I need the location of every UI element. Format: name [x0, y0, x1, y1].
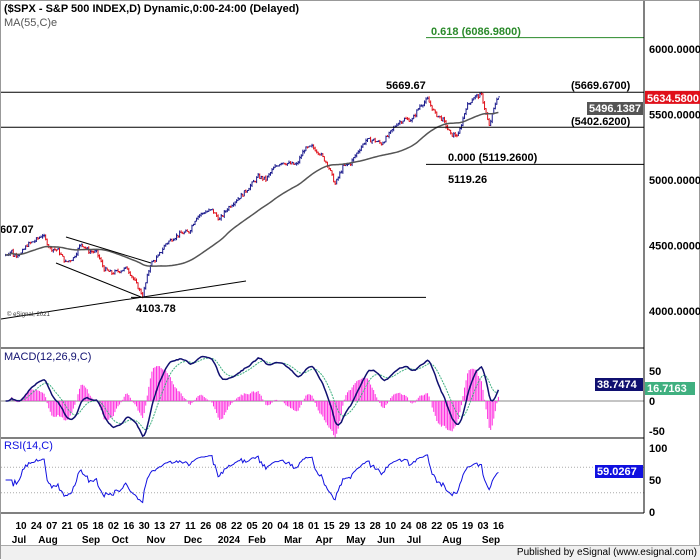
ma-legend: MA(55,C)e: [4, 17, 58, 29]
date-tick-label: 05: [246, 521, 258, 532]
date-tick-label: 28: [370, 521, 382, 532]
mid-line-label: (5402.6200): [571, 116, 631, 128]
last-price-value: 5634.5800: [647, 93, 699, 105]
rsi-axis-label: 100: [649, 443, 667, 455]
month-label: Jul: [407, 535, 422, 546]
rsi-axis-label: 50: [649, 475, 661, 487]
date-tick-label: 21: [62, 521, 74, 532]
macd-value-badge: [595, 378, 643, 391]
month-label: Sep: [82, 535, 100, 546]
macd-legend: MACD(12,26,9,C): [4, 351, 92, 363]
date-tick-label: 22: [431, 521, 443, 532]
high-label: 5669.67: [386, 80, 426, 92]
rsi-line: [5, 454, 499, 504]
macd-axis-label: 0: [649, 396, 655, 408]
price-axis-label: 4000.0000: [649, 306, 700, 318]
date-tick-label: 22: [231, 521, 243, 532]
channel-lower: [55, 262, 142, 298]
date-tick-label: 10: [385, 521, 397, 532]
trendline: [1, 280, 247, 320]
date-tick-label: 05: [447, 521, 459, 532]
signal-value-badge: [645, 382, 695, 395]
date-tick-label: 18: [293, 521, 305, 532]
date-tick-label: 03: [477, 521, 489, 532]
date-tick-label: 16: [493, 521, 505, 532]
date-tick-label: 29: [339, 521, 351, 532]
date-tick-label: 01: [308, 521, 320, 532]
rsi-value: 59.0267: [597, 466, 637, 478]
date-tick-label: 24: [31, 521, 43, 532]
date-tick-label: 15: [323, 521, 335, 532]
month-label: Feb: [248, 535, 266, 546]
date-tick-label: 10: [15, 521, 27, 532]
macd-signal-line: [5, 357, 499, 431]
date-tick-label: 13: [154, 521, 166, 532]
month-label: Aug: [442, 535, 461, 546]
date-tick-label: 11: [185, 521, 196, 532]
fib-0-label: 0.000 (5119.2600): [448, 152, 538, 164]
watermark: © eSignal, 2021: [7, 312, 50, 318]
last-price-badge: [645, 90, 700, 104]
month-label: Nov: [147, 535, 166, 546]
date-tick-label: 13: [354, 521, 366, 532]
ma-value: 5496.1387: [589, 103, 641, 115]
fib-618-label: 0.618 (6086.9800): [431, 26, 521, 38]
macd-axis-label: -50: [649, 426, 665, 438]
macd-line: [5, 355, 500, 438]
macd-axis-label: 50: [649, 366, 661, 378]
month-label: Dec: [184, 535, 203, 546]
price-axis-label: 5500.0000: [649, 110, 700, 122]
date-tick-label: 19: [462, 521, 474, 532]
month-label: Apr: [315, 535, 332, 546]
price-axis-label: 5000.0000: [649, 175, 700, 187]
month-label: Mar: [284, 535, 302, 546]
month-label: May: [346, 535, 366, 546]
date-tick-label: 20: [262, 521, 274, 532]
ma55-line: [5, 111, 499, 267]
macd-value: 38.7474: [597, 379, 638, 391]
aug-low-label: 5119.26: [448, 174, 487, 186]
date-tick-label: 30: [139, 521, 151, 532]
rsi-value-badge: [595, 465, 643, 478]
month-label: Jul: [12, 535, 27, 546]
ma-value-badge: [587, 102, 643, 115]
date-tick-label: 18: [92, 521, 104, 532]
date-tick-label: 08: [216, 521, 228, 532]
date-tick-label: 27: [169, 521, 181, 532]
price-axis-label: 6000.0000: [649, 44, 700, 56]
date-tick-label: 08: [416, 521, 428, 532]
date-tick-label: 26: [200, 521, 212, 532]
signal-value: 16.7163: [647, 383, 687, 395]
date-tick-label: 02: [108, 521, 120, 532]
channel-upper: [65, 236, 152, 264]
date-tick-label: 07: [46, 521, 58, 532]
month-label: 2024: [218, 535, 241, 546]
month-label: Jun: [377, 535, 395, 546]
price-axis-label: 4500.0000: [649, 241, 700, 253]
oct-low-label: 4103.78: [136, 303, 176, 315]
month-label: Sep: [482, 535, 500, 546]
footer: Published by eSignal (www.esignal.com): [1, 545, 700, 560]
chart-title: ($SPX - S&P 500 INDEX,D) Dynamic,0:00-24…: [4, 3, 300, 15]
high-line-label: (5669.6700): [571, 80, 631, 92]
date-tick-label: 04: [277, 521, 289, 532]
date-tick-label: 24: [400, 521, 412, 532]
jul-high-label: 607.07: [1, 224, 34, 236]
date-tick-label: 05: [77, 521, 89, 532]
month-label: Oct: [112, 535, 129, 546]
month-label: Aug: [38, 535, 57, 546]
rsi-legend: RSI(14,C): [4, 440, 53, 452]
date-tick-label: 16: [123, 521, 135, 532]
rsi-axis-label: 0: [649, 507, 655, 519]
